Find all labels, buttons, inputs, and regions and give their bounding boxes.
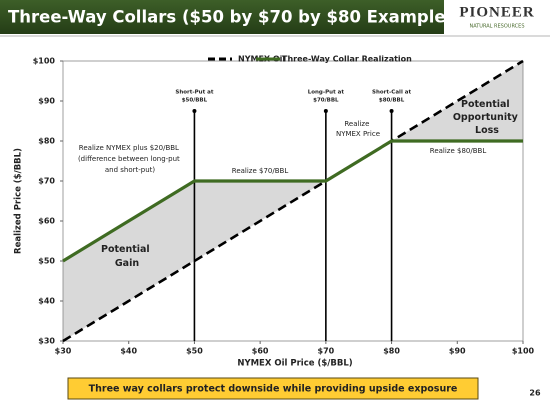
region-label-line: Potential bbox=[461, 99, 510, 110]
x-axis-label: NYMEX Oil Price ($/BBL) bbox=[237, 359, 352, 369]
logo-sub: NATURAL RESOURCES bbox=[469, 24, 524, 30]
region-label-line: Loss bbox=[475, 125, 499, 136]
annotation: Realize $70/BBL bbox=[232, 167, 289, 175]
legend-label: Three-Way Collar Realization bbox=[282, 55, 412, 64]
y-axis-label: Realized Price ($/BBL) bbox=[14, 148, 24, 254]
x-tick-label: $60 bbox=[252, 347, 269, 356]
y-tick-label: $80 bbox=[38, 137, 55, 146]
series-line bbox=[62, 139, 523, 263]
series-line bbox=[62, 59, 524, 343]
plot: $30 $40 $50 $60 $70 $80 $90 $100 $30 $40 $50 $60 $70… bbox=[33, 55, 535, 356]
strike-label: $70/BBL bbox=[313, 98, 339, 104]
annotation-line: (difference between long-put bbox=[78, 155, 180, 163]
annotation: Realize $80/BBL bbox=[430, 147, 487, 155]
strike-label: $80/BBL bbox=[379, 98, 405, 104]
page-number: 26 bbox=[529, 389, 541, 398]
strike-label: Long-Put at bbox=[308, 90, 345, 96]
x-tick-label: $30 bbox=[55, 347, 72, 356]
strike-label: $50/BBL bbox=[182, 98, 208, 104]
note-box bbox=[67, 377, 479, 400]
y-tick-label: $60 bbox=[38, 217, 55, 226]
region-label: Potential Opportunity Loss bbox=[453, 99, 521, 136]
region-labels: Potential Gain Potential Opportunity Los… bbox=[101, 99, 521, 269]
logo: PIONEER bbox=[459, 4, 534, 20]
annotation-line: Realize NYMEX plus $20/BBL bbox=[79, 144, 179, 152]
x-tick-label: $90 bbox=[449, 347, 466, 356]
annotation-line: NYMEX Price bbox=[336, 130, 380, 138]
strike-dot bbox=[192, 109, 197, 113]
x-tick-label: $100 bbox=[512, 347, 535, 356]
y-tick-label: $50 bbox=[38, 257, 55, 266]
annotations: Realize NYMEX plus $20/BBL (difference b… bbox=[78, 120, 486, 175]
note: Three way collars protect downside while… bbox=[89, 384, 458, 395]
region-label-line: Potential bbox=[101, 244, 150, 255]
region-label-line: Opportunity bbox=[453, 112, 519, 123]
y-tick-label: $70 bbox=[38, 177, 55, 186]
y-tick-label: $90 bbox=[38, 97, 55, 106]
annotation: Realize NYMEX plus $20/BBL (difference b… bbox=[78, 144, 182, 174]
strike-dot bbox=[323, 109, 328, 113]
y-tick-label: $100 bbox=[33, 57, 56, 66]
plot-frame bbox=[62, 60, 524, 342]
strike-dot bbox=[389, 109, 394, 113]
annotation-line: Realize bbox=[344, 120, 369, 128]
y-tick-label: $30 bbox=[38, 337, 55, 346]
annotation-line: and short-put) bbox=[105, 166, 156, 174]
strike-label: Short-Call at bbox=[372, 90, 411, 96]
logo-box bbox=[444, 0, 550, 34]
shaded-area bbox=[63, 181, 195, 341]
region-label: Potential Gain bbox=[101, 244, 153, 269]
x-tick-label: $40 bbox=[120, 347, 137, 356]
annotation: Realize NYMEX Price bbox=[336, 120, 380, 138]
x-tick-label: $80 bbox=[383, 347, 400, 356]
slide-title: Three-Way Collars ($50 by $70 by $80 Exa… bbox=[8, 8, 453, 27]
region-label-line: Gain bbox=[115, 258, 139, 269]
x-tick-label: $50 bbox=[186, 347, 203, 356]
y-tick-label: $40 bbox=[38, 297, 55, 306]
strike-label: Short-Put at bbox=[175, 90, 213, 96]
x-tick-label: $70 bbox=[318, 347, 335, 356]
